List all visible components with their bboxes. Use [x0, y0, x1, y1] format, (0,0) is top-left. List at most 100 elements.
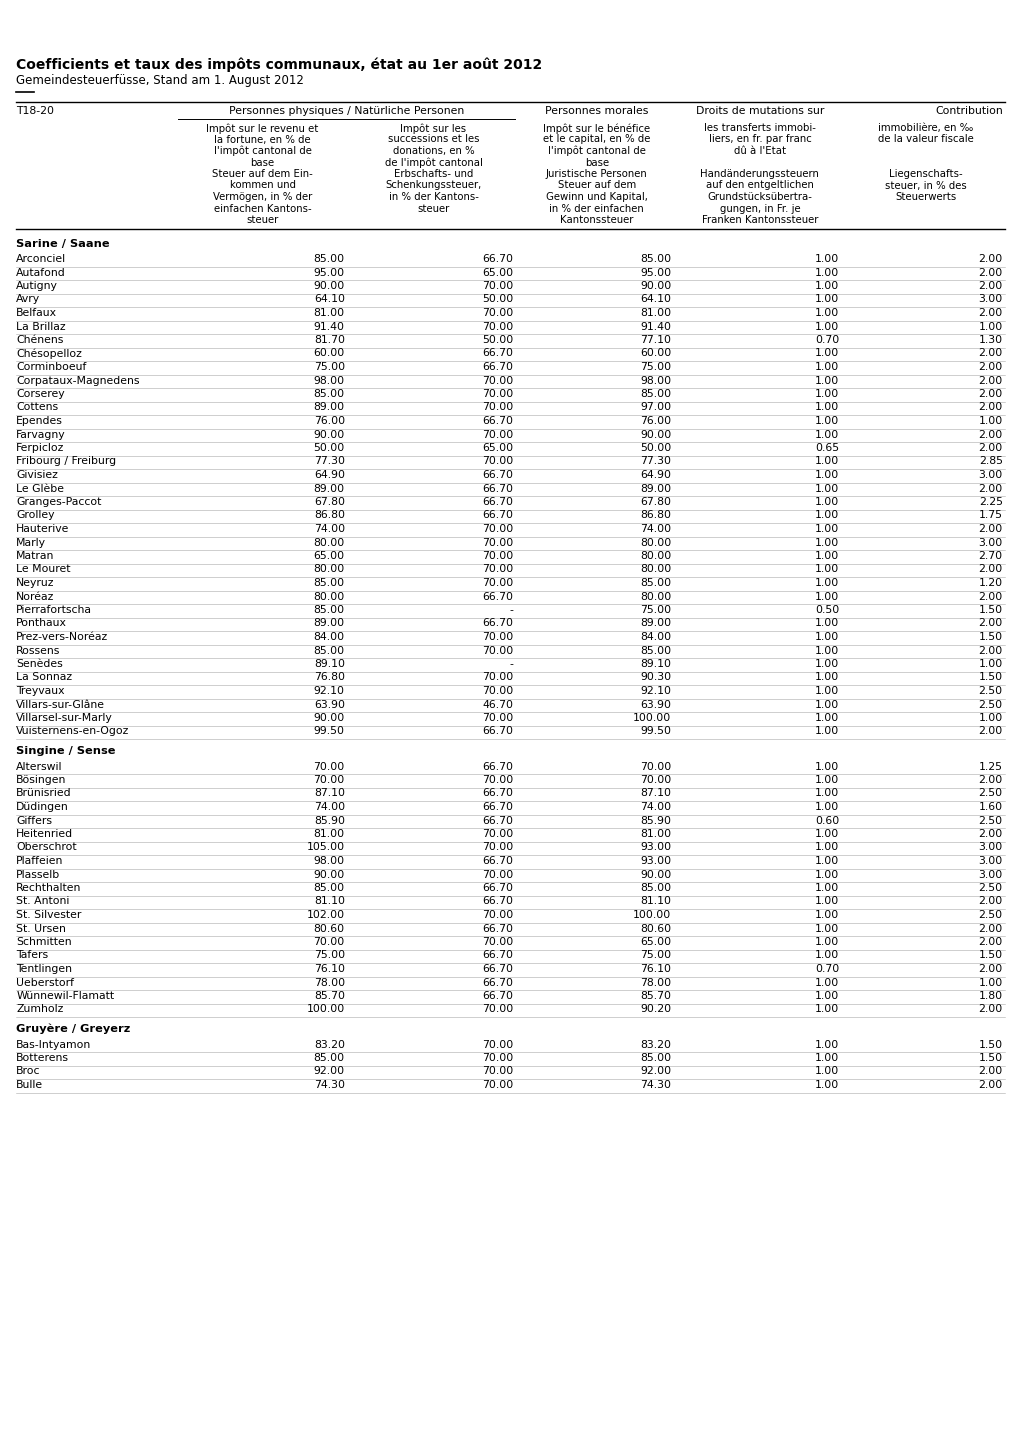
- Text: 50.00: 50.00: [481, 294, 513, 304]
- Text: 75.00: 75.00: [314, 950, 344, 960]
- Text: 70.00: 70.00: [481, 564, 513, 574]
- Text: Prez-vers-Noréaz: Prez-vers-Noréaz: [16, 632, 108, 642]
- Text: 1.00: 1.00: [977, 322, 1002, 332]
- Text: 70.00: 70.00: [481, 1080, 513, 1090]
- Text: 1.00: 1.00: [814, 1040, 839, 1050]
- Text: 1.00: 1.00: [814, 1005, 839, 1015]
- Text: 2.00: 2.00: [977, 523, 1002, 534]
- Text: 1.00: 1.00: [814, 619, 839, 629]
- Text: 1.00: 1.00: [814, 686, 839, 696]
- Text: 1.00: 1.00: [814, 497, 839, 508]
- Text: Le Glèbe: Le Glèbe: [16, 483, 64, 493]
- Text: 99.50: 99.50: [640, 727, 671, 737]
- Text: 1.00: 1.00: [814, 727, 839, 737]
- Text: 1.00: 1.00: [814, 802, 839, 812]
- Text: 63.90: 63.90: [640, 699, 671, 709]
- Text: 90.20: 90.20: [640, 1005, 671, 1015]
- Text: 100.00: 100.00: [633, 910, 671, 920]
- Text: 66.70: 66.70: [482, 978, 513, 988]
- Text: 1.00: 1.00: [814, 870, 839, 880]
- Text: 66.70: 66.70: [482, 415, 513, 425]
- Text: Pierrafortscha: Pierrafortscha: [16, 606, 93, 614]
- Text: Düdingen: Düdingen: [16, 802, 69, 812]
- Text: 65.00: 65.00: [482, 268, 513, 277]
- Text: 1.00: 1.00: [814, 415, 839, 425]
- Text: 1.50: 1.50: [977, 632, 1002, 642]
- Text: 1.00: 1.00: [814, 349, 839, 359]
- Text: 1.00: 1.00: [814, 294, 839, 304]
- Text: Sarine / Saane: Sarine / Saane: [16, 238, 110, 248]
- Text: 70.00: 70.00: [481, 457, 513, 467]
- Text: Schmitten: Schmitten: [16, 937, 72, 947]
- Text: 102.00: 102.00: [307, 910, 344, 920]
- Text: 2.25: 2.25: [978, 497, 1002, 508]
- Text: 60.00: 60.00: [313, 349, 344, 359]
- Text: 75.00: 75.00: [640, 606, 671, 614]
- Text: 70.00: 70.00: [481, 1053, 513, 1063]
- Text: 70.00: 70.00: [481, 375, 513, 385]
- Text: l'impôt cantonal de: l'impôt cantonal de: [214, 146, 311, 157]
- Text: 1.00: 1.00: [814, 591, 839, 601]
- Text: 2.50: 2.50: [977, 686, 1002, 696]
- Text: 98.00: 98.00: [640, 375, 671, 385]
- Text: 70.00: 70.00: [481, 523, 513, 534]
- Text: 105.00: 105.00: [307, 842, 344, 852]
- Text: 92.00: 92.00: [640, 1067, 671, 1077]
- Text: Coefficients et taux des impôts communaux, état au 1er août 2012: Coefficients et taux des impôts communau…: [16, 58, 542, 72]
- Text: 80.60: 80.60: [314, 923, 344, 933]
- Text: 1.00: 1.00: [814, 829, 839, 839]
- Text: gungen, in Fr. je: gungen, in Fr. je: [718, 203, 800, 213]
- Text: 99.50: 99.50: [314, 727, 344, 737]
- Text: 83.20: 83.20: [314, 1040, 344, 1050]
- Text: T18-20: T18-20: [16, 107, 54, 115]
- Text: 78.00: 78.00: [314, 978, 344, 988]
- Text: Steuer auf dem Ein-: Steuer auf dem Ein-: [212, 169, 313, 179]
- Text: 85.00: 85.00: [640, 389, 671, 399]
- Text: 2.00: 2.00: [977, 309, 1002, 319]
- Text: 2.00: 2.00: [977, 774, 1002, 784]
- Text: 93.00: 93.00: [640, 842, 671, 852]
- Text: de l'impôt cantonal: de l'impôt cantonal: [384, 157, 482, 169]
- Text: 89.10: 89.10: [314, 659, 344, 669]
- Text: 81.10: 81.10: [314, 897, 344, 907]
- Text: 1.50: 1.50: [977, 1040, 1002, 1050]
- Text: Droits de mutations sur: Droits de mutations sur: [695, 107, 823, 115]
- Text: Neyruz: Neyruz: [16, 578, 55, 588]
- Text: 0.60: 0.60: [814, 816, 839, 825]
- Text: 80.00: 80.00: [639, 591, 671, 601]
- Text: 50.00: 50.00: [639, 443, 671, 453]
- Text: 100.00: 100.00: [307, 1005, 344, 1015]
- Text: 66.70: 66.70: [482, 591, 513, 601]
- Text: 2.00: 2.00: [977, 937, 1002, 947]
- Text: Kantonssteuer: Kantonssteuer: [559, 215, 633, 225]
- Text: Vuisternens-en-Ogoz: Vuisternens-en-Ogoz: [16, 727, 129, 737]
- Text: 81.00: 81.00: [314, 309, 344, 319]
- Text: 63.90: 63.90: [314, 699, 344, 709]
- Text: successions et les: successions et les: [387, 134, 479, 144]
- Text: 1.30: 1.30: [977, 335, 1002, 345]
- Text: 1.00: 1.00: [814, 538, 839, 548]
- Text: 80.00: 80.00: [639, 564, 671, 574]
- Text: 1.00: 1.00: [814, 457, 839, 467]
- Text: la fortune, en % de: la fortune, en % de: [214, 134, 311, 144]
- Text: 1.00: 1.00: [814, 564, 839, 574]
- Text: Marly: Marly: [16, 538, 46, 548]
- Text: 70.00: 70.00: [481, 829, 513, 839]
- Text: 3.00: 3.00: [977, 870, 1002, 880]
- Text: 80.00: 80.00: [313, 591, 344, 601]
- Text: 1.00: 1.00: [814, 551, 839, 561]
- Text: 2.00: 2.00: [977, 897, 1002, 907]
- Text: Grundstücksübertra-: Grundstücksübertra-: [707, 192, 811, 202]
- Text: 2.50: 2.50: [977, 699, 1002, 709]
- Text: 1.00: 1.00: [814, 789, 839, 799]
- Text: Ependes: Ependes: [16, 415, 63, 425]
- Text: Fribourg / Freiburg: Fribourg / Freiburg: [16, 457, 116, 467]
- Text: 92.10: 92.10: [640, 686, 671, 696]
- Text: Farvagny: Farvagny: [16, 430, 66, 440]
- Text: 1.00: 1.00: [977, 659, 1002, 669]
- Text: 2.50: 2.50: [977, 883, 1002, 893]
- Text: Impôt sur le bénéfice: Impôt sur le bénéfice: [542, 123, 650, 134]
- Text: 83.20: 83.20: [640, 1040, 671, 1050]
- Text: immobilière, en ‰: immobilière, en ‰: [877, 123, 972, 133]
- Text: 1.00: 1.00: [814, 362, 839, 372]
